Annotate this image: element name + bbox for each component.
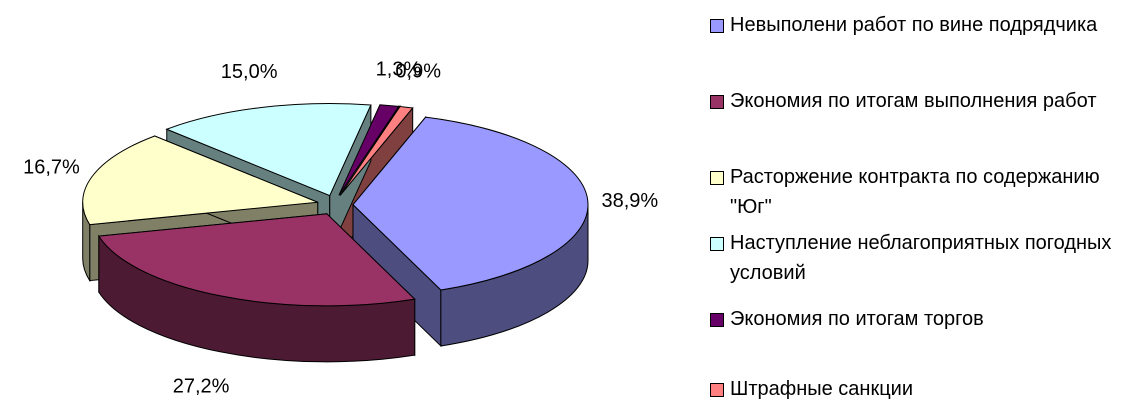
legend-swatch-3 [710,237,724,251]
data-labels: 38,9% 27,2% 16,7% 15,0% 1,3%0,9% [23,58,658,397]
legend-label-4: Экономия по итогам торгов [730,308,984,330]
legend-label-1: Экономия по итогам выполнения работ [730,90,1097,112]
value-label-1: 27,2% [173,376,230,398]
legend-label-5: Штрафные санкции [730,378,914,400]
legend-item-5: Штрафные санкции [710,374,1120,404]
legend-swatch-4 [710,313,724,327]
legend-label-3: Наступление неблагоприятных погодных усл… [730,232,1112,284]
pie-chart: 38,9% 27,2% 16,7% 15,0% 1,3%0,9% [23,58,658,397]
legend-item-4: Экономия по итогам торгов [710,304,1120,334]
legend-swatch-0 [710,19,724,33]
legend-item-2: Расторжение контракта по содержанию "Юг" [710,162,1120,222]
slice-tops [82,103,589,307]
slice-top-0[interactable] [352,116,589,291]
value-label-0: 38,9% [601,190,658,212]
legend-item-3: Наступление неблагоприятных погодных усл… [710,228,1120,288]
value-label-2: 16,7% [23,156,80,178]
legend-swatch-1 [710,95,724,109]
slice-top-2[interactable] [82,135,318,226]
legend-item-1: Экономия по итогам выполнения работ [710,86,1120,116]
slice-top-1[interactable] [97,213,416,307]
slice-top-4[interactable] [338,104,400,196]
slice-top-3[interactable] [165,103,372,197]
legend-item-0: Невыполени работ по вине подрядчика [710,10,1120,40]
legend-label-0: Невыполени работ по вине подрядчика [730,14,1098,36]
legend-swatch-2 [710,171,724,185]
value-label-4: 1,3% [376,58,422,80]
slice-top-5[interactable] [339,106,414,196]
value-label-5: 0,9% [395,61,441,83]
legend-swatch-5 [710,383,724,397]
legend-label-2: Расторжение контракта по содержанию "Юг" [730,166,1100,218]
value-label-3: 15,0% [221,61,278,83]
